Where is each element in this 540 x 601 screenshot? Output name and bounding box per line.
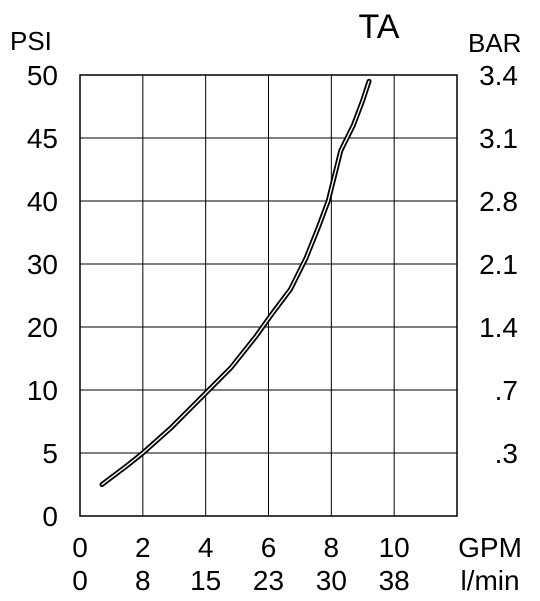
y-right-tick-labels: .3 .7 1.4 2.1 2.8 3.1 3.4	[479, 60, 518, 469]
y-left-tick-label: 50	[27, 60, 58, 91]
x-gpm-tick-label: 8	[324, 532, 340, 563]
flow-curve	[99, 78, 372, 487]
y-right-tick-label: 3.4	[479, 60, 518, 91]
series-line-inner	[101, 80, 370, 486]
y-left-tick-label: 0	[42, 501, 58, 532]
y-left-tick-labels: 0 5 10 20 30 40 45 50	[27, 60, 58, 532]
x-gpm-tick-labels: 0 2 4 6 8 10	[72, 532, 410, 563]
x-gpm-tick-label: 10	[379, 532, 410, 563]
y-left-tick-label: 20	[27, 312, 58, 343]
x-lmin-tick-label: 15	[190, 565, 221, 596]
y-left-axis-label: PSI	[10, 26, 52, 56]
y-left-tick-label: 40	[27, 186, 58, 217]
x-lmin-tick-label: 30	[316, 565, 347, 596]
series-line-outer	[99, 78, 372, 487]
x-gpm-tick-label: 0	[72, 532, 88, 563]
y-right-axis-label: BAR	[468, 28, 521, 58]
y-right-tick-label: 2.8	[479, 186, 518, 217]
x-lmin-tick-label: 8	[135, 565, 151, 596]
x-gpm-tick-label: 6	[261, 532, 277, 563]
y-left-tick-label: 5	[42, 438, 58, 469]
y-right-tick-label: 2.1	[479, 249, 518, 280]
x-gpm-tick-label: 4	[198, 532, 214, 563]
y-left-tick-label: 10	[27, 375, 58, 406]
x-lmin-tick-label: 38	[379, 565, 410, 596]
grid	[80, 75, 457, 516]
x-gpm-tick-label: 2	[135, 532, 151, 563]
x-lmin-axis-label: l/min	[460, 565, 519, 596]
plot-frame	[79, 74, 458, 517]
y-left-tick-label: 30	[27, 249, 58, 280]
y-right-tick-label: 3.1	[479, 123, 518, 154]
y-right-tick-label: .3	[495, 438, 518, 469]
y-right-tick-label: .7	[495, 375, 518, 406]
x-lmin-tick-label: 23	[253, 565, 284, 596]
x-gpm-axis-label: GPM	[458, 532, 522, 563]
x-lmin-tick-labels: 0 8 15 23 30 38	[72, 565, 410, 596]
y-right-tick-label: 1.4	[479, 312, 518, 343]
chart-title: TA	[359, 8, 400, 46]
x-lmin-tick-label: 0	[72, 565, 88, 596]
y-left-tick-label: 45	[27, 123, 58, 154]
